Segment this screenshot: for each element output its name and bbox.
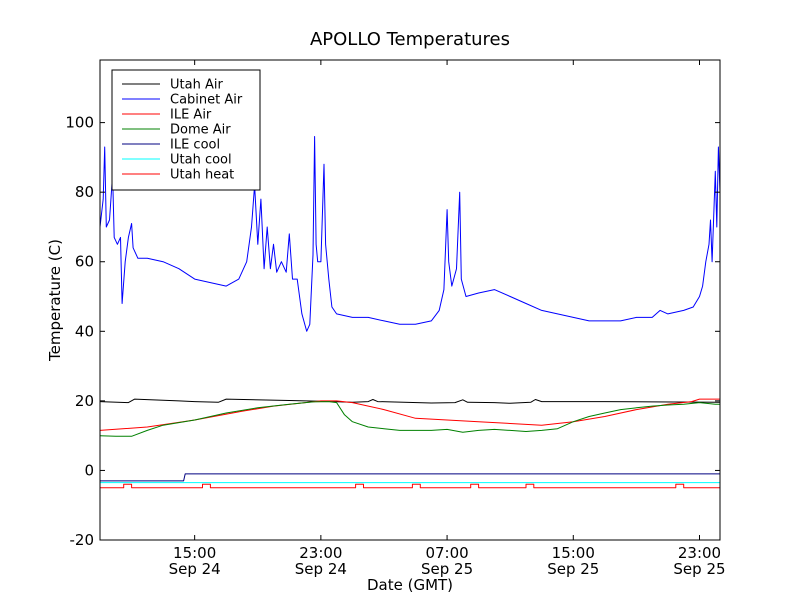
y-tick-label: -20	[70, 531, 95, 549]
series-layer	[99, 136, 721, 489]
x-tick-time-label: 23:00	[299, 544, 342, 562]
x-axis-title: Date (GMT)	[367, 576, 453, 594]
y-tick-label: 80	[75, 183, 94, 201]
y-axis-title: Temperature (C)	[46, 239, 64, 362]
x-tick-date-label: Sep 24	[295, 560, 347, 578]
legend-label-dome-air: Dome Air	[170, 123, 231, 138]
y-tick-label: 100	[65, 114, 94, 132]
y-tick-label: 40	[75, 322, 94, 340]
x-tick-date-label: Sep 25	[421, 560, 473, 578]
y-tick-label: 60	[75, 253, 94, 271]
plot-frame	[99, 59, 721, 541]
legend-label-cabinet-air: Cabinet Air	[170, 93, 243, 108]
x-tick-time-label: 15:00	[552, 544, 595, 562]
x-tick-time-label: 15:00	[173, 544, 216, 562]
legend-label-utah-cool: Utah cool	[170, 153, 232, 168]
chart-title: APOLLO Temperatures	[310, 29, 510, 50]
legend-label-utah-air: Utah Air	[170, 78, 223, 93]
legend-box	[111, 69, 261, 191]
series-line-ile-air	[99, 398, 720, 431]
legend-label-ile-air: ILE Air	[170, 108, 212, 123]
series-line-dome-air	[99, 401, 720, 437]
x-tick-date-label: Sep 25	[673, 560, 725, 578]
y-tick-label: 20	[75, 392, 94, 410]
x-tick-time-label: 23:00	[678, 544, 721, 562]
x-tick-date-label: Sep 24	[169, 560, 221, 578]
legend-label-ile-cool: ILE cool	[170, 138, 220, 153]
legend-label-utah-heat: Utah heat	[170, 168, 234, 183]
series-line-utah-air	[99, 398, 721, 404]
x-tick-time-label: 07:00	[425, 544, 468, 562]
series-line-ile-cool	[100, 473, 720, 482]
y-tick-label: 0	[84, 461, 94, 479]
x-tick-date-label: Sep 25	[547, 560, 599, 578]
series-line-utah-heat	[100, 483, 720, 489]
series-line-cabinet-air	[99, 136, 721, 332]
